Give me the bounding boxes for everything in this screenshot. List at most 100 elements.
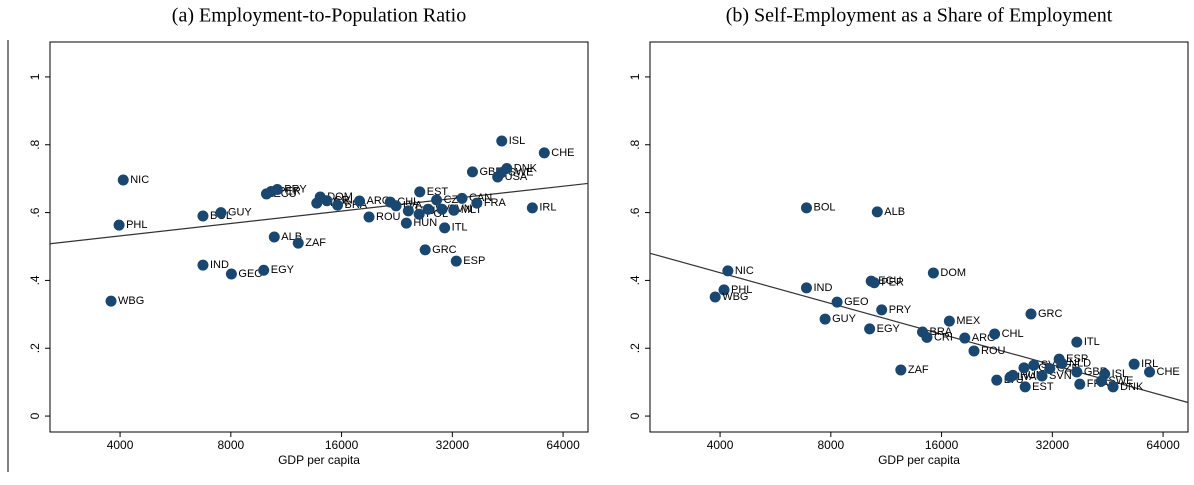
point-label: IND [210, 259, 229, 271]
point-label: ISL [1112, 368, 1129, 380]
point-label: ALB [884, 206, 905, 218]
point [268, 231, 280, 243]
fit-line [49, 182, 589, 245]
point-label: DOM [327, 191, 353, 203]
point [419, 244, 431, 256]
point [225, 268, 237, 280]
point [414, 186, 426, 198]
point [413, 208, 425, 220]
point-label: GEO [844, 296, 869, 308]
point [501, 162, 513, 174]
point-label: MEX [956, 315, 981, 327]
point-label: ESP [463, 255, 485, 267]
point [466, 166, 478, 178]
point [332, 199, 344, 211]
point [800, 202, 812, 214]
point-label: BRA [930, 326, 953, 338]
point-label: NIC [130, 174, 149, 186]
panel-title: (a) Employment-to-Population Ratio [172, 5, 466, 27]
point [436, 203, 448, 215]
point [1074, 378, 1086, 390]
point [402, 205, 414, 217]
point-label: ARG [367, 195, 391, 207]
point [105, 295, 117, 307]
point-label: DNK [514, 162, 538, 174]
point [538, 147, 550, 159]
point [456, 192, 468, 204]
panel-title: (b) Self-Employment as a Share of Employ… [726, 5, 1113, 27]
point-label: PHL [126, 219, 147, 231]
point [363, 211, 375, 223]
point [526, 202, 538, 214]
point [871, 206, 883, 218]
point [1071, 366, 1083, 378]
x-tick-label: 8000 [217, 438, 244, 452]
point-label: NIC [735, 265, 754, 277]
y-tick-label: .8 [628, 139, 642, 149]
point [292, 237, 304, 249]
point [1056, 357, 1068, 369]
x-axis-title: GDP per capita [878, 453, 960, 467]
plot-frame [649, 41, 1189, 433]
point-label: ISL [509, 135, 526, 147]
x-tick-label: 8000 [817, 438, 844, 452]
point-label: CHE [1157, 366, 1180, 378]
point-label: LVA [1017, 371, 1037, 383]
point [197, 210, 209, 222]
point-label: PER [278, 185, 301, 197]
point-label: PER [881, 277, 904, 289]
point-label: EGY [271, 264, 295, 276]
x-tick-label: 4000 [707, 438, 734, 452]
point-label: EGY [877, 323, 901, 335]
point [321, 195, 333, 207]
point-label: ESP [1066, 353, 1088, 365]
point [959, 332, 971, 344]
point [709, 291, 721, 303]
point-label: ZAF [305, 237, 326, 249]
point [831, 296, 843, 308]
point [722, 265, 734, 277]
point [927, 267, 939, 279]
point [943, 315, 955, 327]
point-label: ITL [1084, 336, 1100, 348]
plot-frame [49, 41, 589, 433]
point [1044, 363, 1056, 375]
point [1071, 336, 1083, 348]
point-label: PHL [731, 284, 752, 296]
point [819, 313, 831, 325]
point-label: IND [813, 282, 832, 294]
point-label: ITL [452, 222, 468, 234]
point-label: WBG [118, 295, 144, 307]
point [895, 364, 907, 376]
point [431, 194, 443, 206]
y-tick-label: .4 [628, 275, 642, 285]
point [1025, 308, 1037, 320]
point [471, 197, 483, 209]
point-label: BOL [813, 202, 835, 214]
y-tick-label: .6 [628, 207, 642, 217]
point [390, 200, 402, 212]
point-label: PRY [889, 304, 912, 316]
point-label: ECU [878, 275, 901, 287]
point [448, 204, 460, 216]
point [439, 222, 451, 234]
point [496, 135, 508, 147]
point-label: ROU [981, 345, 1006, 357]
point-label: GUY [832, 313, 857, 325]
point-label: ROU [376, 211, 401, 223]
point-label: FRA [484, 197, 507, 209]
y-tick-label: .8 [28, 139, 42, 149]
point [864, 323, 876, 335]
point-label: IRL [1141, 358, 1158, 370]
point-label: SVN [1049, 370, 1072, 382]
point-label: NLD [1069, 357, 1091, 369]
point-label: PRY [284, 183, 307, 195]
point-label: DOM [940, 267, 966, 279]
x-axis-title: GDP per capita [278, 453, 360, 467]
point-label: EST [427, 186, 449, 198]
point [354, 195, 366, 207]
point-label: ZAF [908, 364, 929, 376]
point-label: GUY [228, 206, 253, 218]
y-tick-label: .2 [28, 343, 42, 353]
